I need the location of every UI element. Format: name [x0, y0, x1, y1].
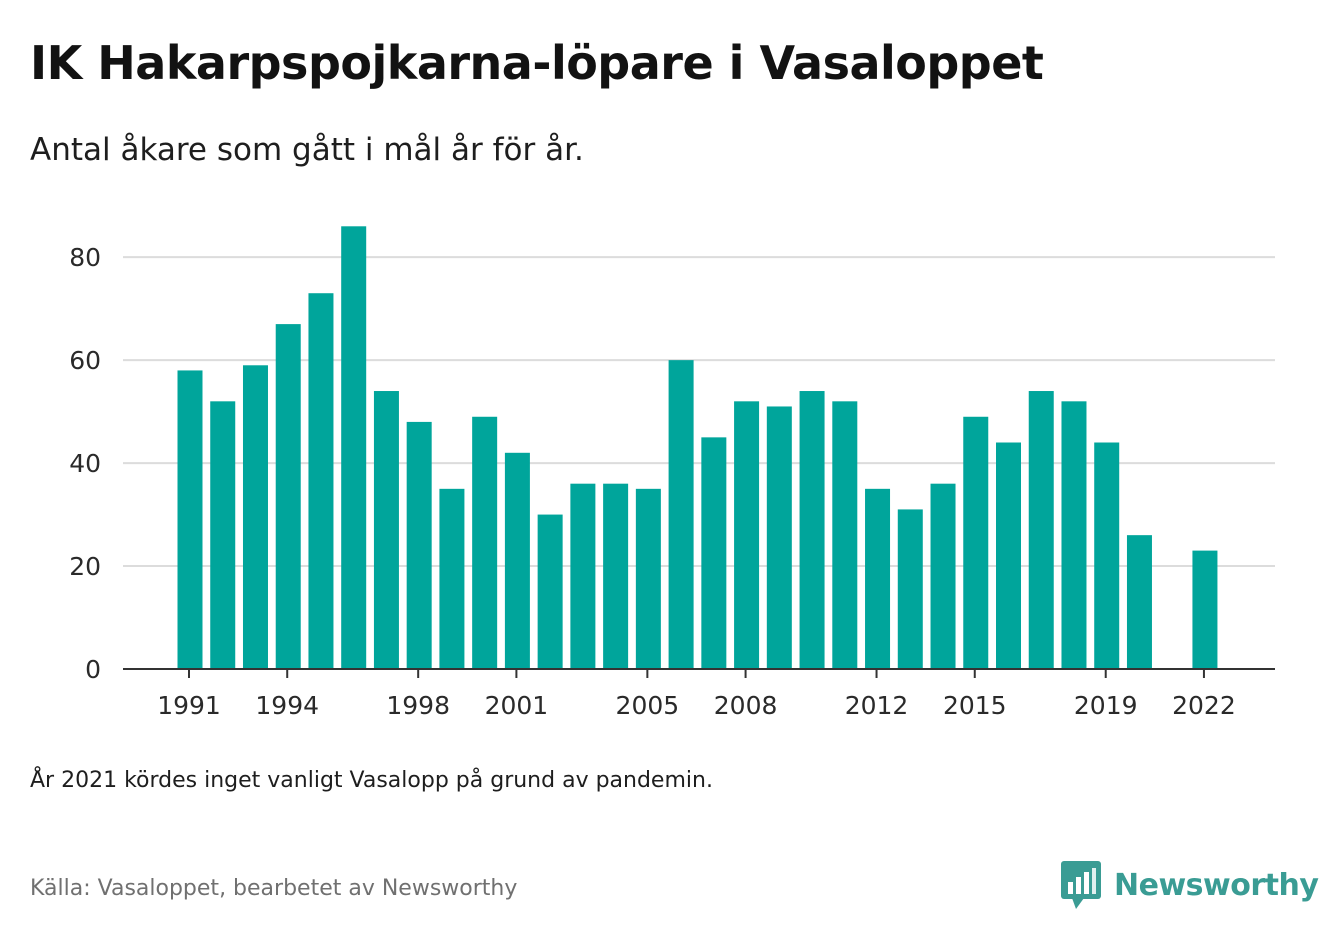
footnote: År 2021 kördes inget vanligt Vasalopp på…	[30, 768, 713, 793]
bar-2012	[865, 488, 891, 669]
y-tick-label: 80	[69, 243, 101, 272]
bar-2003	[570, 483, 596, 669]
bar-1992	[210, 401, 236, 669]
source-text: Källa: Vasaloppet, bearbetet av Newswort…	[30, 876, 518, 901]
y-tick-label: 20	[69, 552, 101, 581]
x-tick-label: 2019	[1074, 691, 1138, 720]
bar-2019	[1094, 442, 1120, 669]
bar-1998	[406, 421, 432, 669]
bars	[177, 226, 1218, 669]
x-tick-label: 2015	[943, 691, 1007, 720]
x-tick-label: 2022	[1172, 691, 1236, 720]
y-tick-label: 60	[69, 346, 101, 375]
bar-1991	[177, 370, 203, 669]
bar-1997	[373, 391, 399, 669]
bar-2009	[766, 406, 792, 669]
bar-2016	[996, 442, 1021, 669]
bar-2010	[799, 391, 825, 669]
bar-2017	[1028, 391, 1054, 669]
brand-name: Newsworthy	[1114, 867, 1319, 903]
y-tick-label: 40	[69, 449, 101, 478]
bar-2022	[1192, 550, 1218, 669]
y-tick-label: 0	[85, 655, 101, 684]
bar-1993	[242, 365, 268, 669]
chart-subtitle: Antal åkare som gått i mål år för år.	[30, 132, 584, 168]
axes: 0 20 40 60 80 1991 1994 1998 2001 2005 2008 2012 201…	[69, 243, 1275, 720]
chart-title: IK Hakarpspojkarna-löpare i Vasaloppet	[30, 36, 1044, 90]
x-tick-label: 2012	[845, 691, 909, 720]
bar-2011	[832, 401, 858, 669]
bar-chart: 0 20 40 60 80 1991 1994 1998 2001 2005 2008 2012 201…	[69, 226, 1275, 720]
x-tick-label: 1991	[157, 691, 221, 720]
bar-2000	[472, 416, 498, 669]
bar-2020	[1126, 535, 1152, 669]
x-tick-label: 2008	[714, 691, 778, 720]
bar-2014	[930, 483, 956, 669]
x-tick-label: 1994	[255, 691, 319, 720]
bar-2007	[701, 437, 727, 669]
bar-2002	[537, 514, 563, 669]
bar-2006	[668, 360, 694, 669]
bar-chart-speech-bubble-icon	[1061, 861, 1101, 909]
x-tick-label: 1998	[386, 691, 450, 720]
bar-1994	[275, 324, 301, 669]
bar-1995	[308, 293, 334, 669]
bar-2008	[734, 401, 760, 669]
x-tick-label: 2001	[485, 691, 549, 720]
bar-2018	[1061, 401, 1087, 669]
x-tick-label: 2005	[616, 691, 680, 720]
bar-1996	[341, 226, 367, 669]
bar-2004	[603, 483, 629, 669]
bar-2001	[504, 452, 530, 669]
bar-2015	[963, 416, 989, 669]
bar-1999	[439, 488, 465, 669]
newsworthy-logo: Newsworthy	[1060, 860, 1319, 910]
bar-2005	[635, 488, 661, 669]
bar-2013	[897, 509, 923, 669]
